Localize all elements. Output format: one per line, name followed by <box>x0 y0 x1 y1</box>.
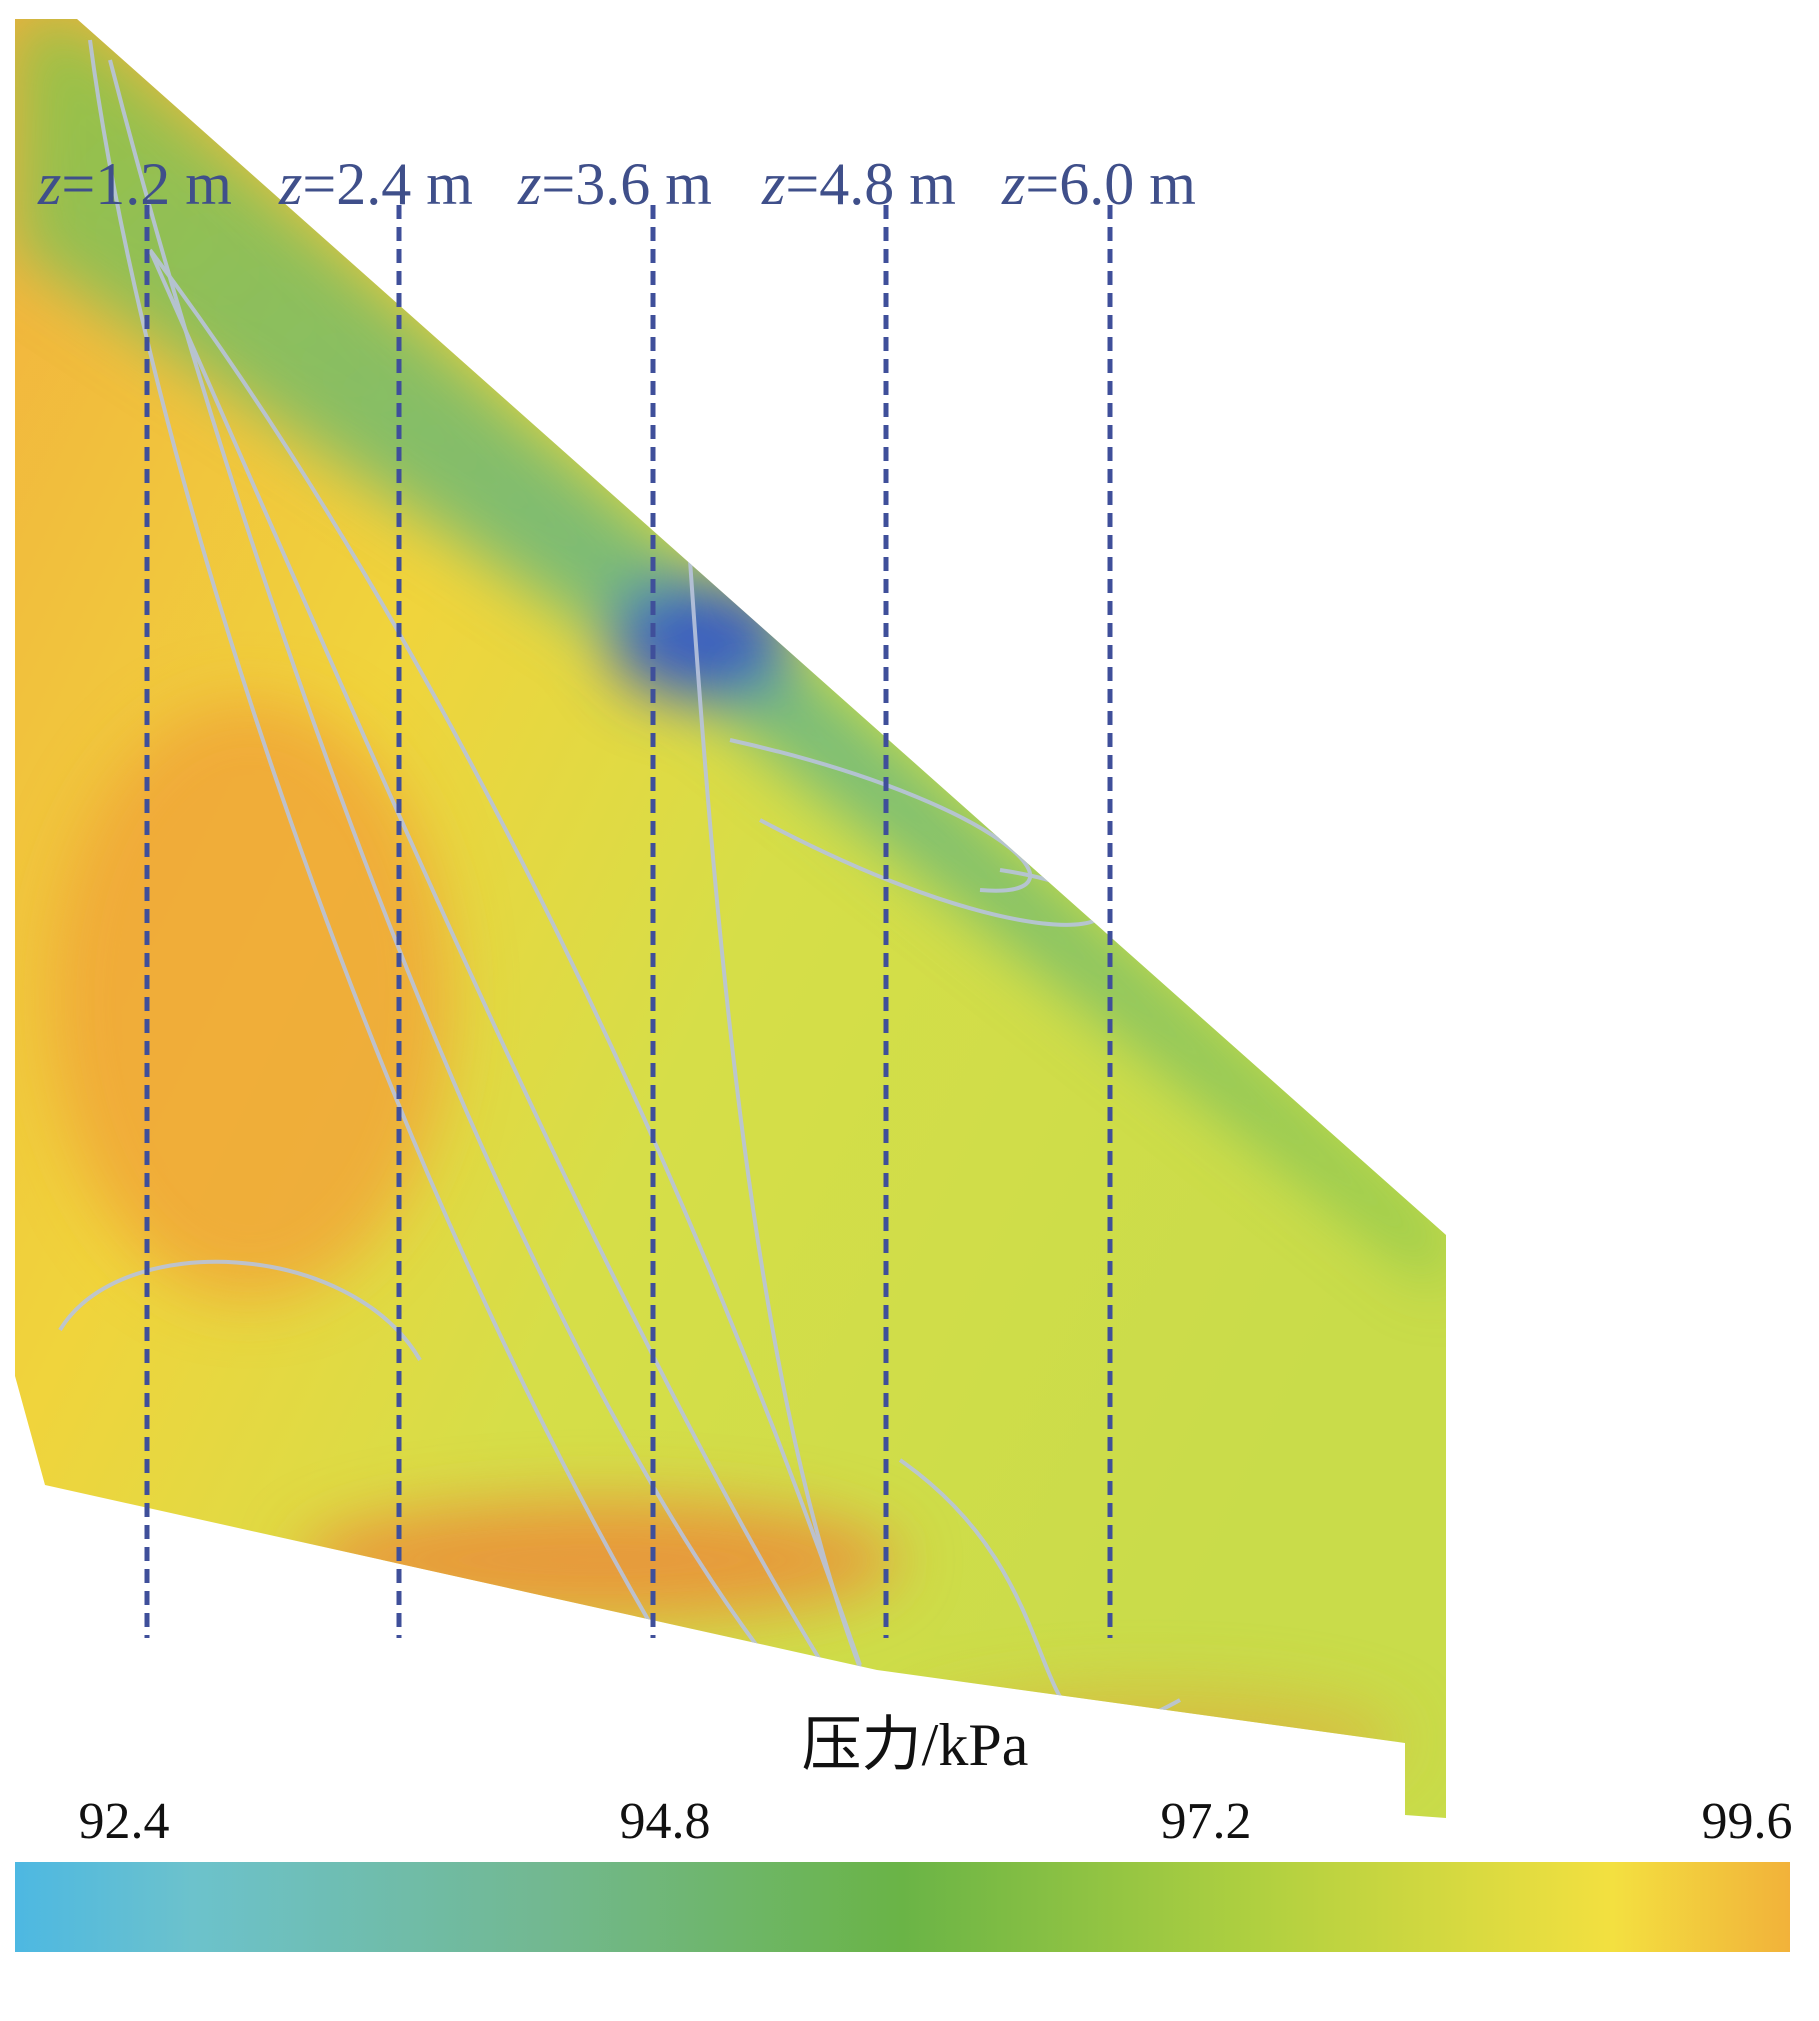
colorbar-tick-label: 92.4 <box>79 1793 170 1850</box>
section-label: z=1.2 m <box>37 151 232 217</box>
section-label: z=6.0 m <box>1001 151 1196 217</box>
colorbar <box>15 1862 1790 1952</box>
colorbar-tick-label: 99.6 <box>1702 1793 1793 1850</box>
colorbar-title: 压力/kPa <box>802 1712 1029 1778</box>
colorbar-tick-label: 97.2 <box>1161 1793 1252 1850</box>
section-label: z=3.6 m <box>517 151 712 217</box>
pressure-contour <box>15 19 1446 1818</box>
colorbar-tick-label: 94.8 <box>620 1793 711 1850</box>
section-label: z=4.8 m <box>761 151 956 217</box>
section-label: z=2.4 m <box>278 151 473 217</box>
